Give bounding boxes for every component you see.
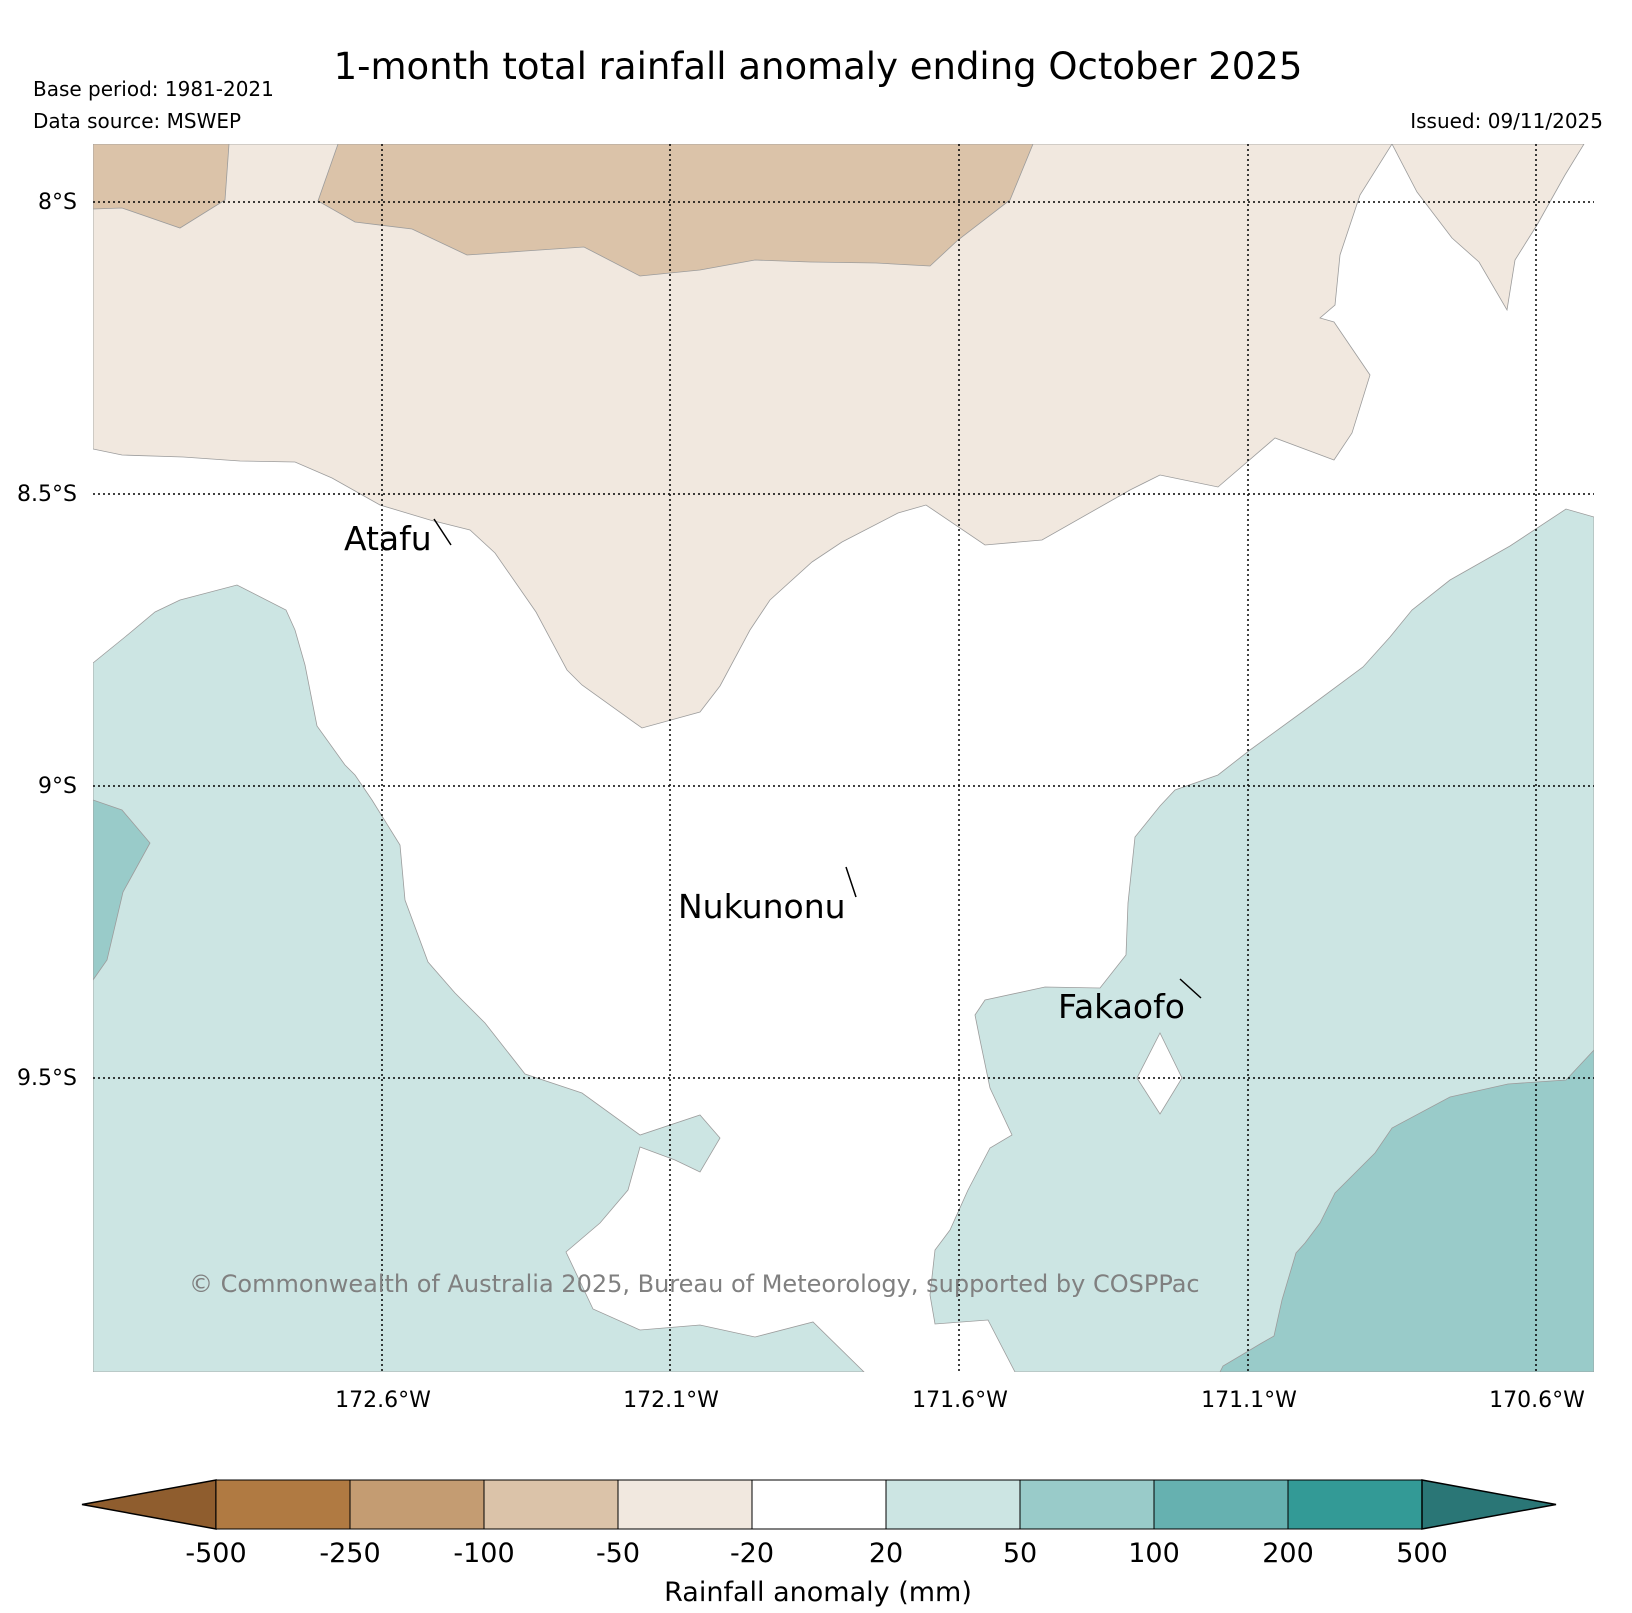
place-label-atafu: Atafu (344, 519, 432, 558)
anomaly-region-teal-dark-se (1219, 1049, 1594, 1372)
colorbar-tick-label: 200 (1262, 1538, 1314, 1569)
colorbar-tick-label: -100 (453, 1538, 514, 1569)
colorbar-box (617, 1479, 753, 1530)
colorbar-box (885, 1479, 1021, 1530)
map-gridlines (93, 144, 1594, 1372)
nukunonu-atoll-mark (845, 866, 857, 898)
colorbar-tick-label: -50 (596, 1538, 640, 1569)
anomaly-region-teal-light-west (93, 584, 865, 1372)
data-source: Data source: MSWEP (33, 109, 241, 133)
place-label-fakaofo: Fakaofo (1058, 987, 1185, 1026)
lon-label-172-1w: 172.1°W (623, 1388, 719, 1413)
colorbar-box (215, 1479, 351, 1530)
colorbar-tick-label: 500 (1396, 1538, 1448, 1569)
lat-label-8s: 8°S (38, 190, 77, 215)
base-period: Base period: 1981-2021 (33, 77, 274, 101)
lat-label-9s: 9°S (38, 774, 77, 799)
colorbar-label: Rainfall anomaly (mm) (664, 1577, 972, 1608)
anomaly-region-white-hole (1136, 1032, 1183, 1115)
anomaly-region-tan-light (93, 144, 1393, 729)
issued-date: Issued: 09/11/2025 (1410, 109, 1603, 133)
lat-label-8-5s: 8.5°S (17, 482, 77, 507)
colorbar-box (349, 1479, 485, 1530)
colorbar-extend-low (81, 1479, 217, 1530)
fakaofo-atoll-mark (1179, 978, 1202, 999)
colorbar-tick-label: 50 (1003, 1538, 1037, 1569)
colorbar-box (483, 1479, 619, 1530)
copyright-credit: © Commonwealth of Australia 2025, Bureau… (189, 1270, 1200, 1298)
colorbar-tick-label: 100 (1128, 1538, 1180, 1569)
colorbar: -500 -250 -100 -50 -20 20 50 100 200 500 (81, 1479, 1557, 1569)
colorbar-extend-high (1421, 1479, 1557, 1530)
colorbar-box (1287, 1479, 1423, 1530)
anomaly-region-teal-dark-west (93, 799, 151, 981)
colorbar-box (1019, 1479, 1155, 1530)
colorbar-tick-label: -250 (319, 1538, 380, 1569)
figure-title: 1-month total rainfall anomaly ending Oc… (334, 45, 1303, 88)
colorbar-tick-label: 20 (869, 1538, 903, 1569)
lon-label-172-6w: 172.6°W (335, 1388, 431, 1413)
map-panel: Atafu Nukunonu Fakaofo © Commonwealth of… (93, 144, 1594, 1372)
lon-label-171-6w: 171.6°W (912, 1388, 1008, 1413)
anomaly-region-tan-dark-north (317, 144, 1034, 277)
place-label-nukunonu: Nukunonu (678, 887, 846, 926)
colorbar-box (751, 1479, 887, 1530)
lon-label-170-6w: 170.6°W (1489, 1388, 1585, 1413)
colorbar-tick-label: -500 (185, 1538, 246, 1569)
lon-label-171-1w: 171.1°W (1201, 1388, 1297, 1413)
colorbar-tick-label: -20 (730, 1538, 774, 1569)
atafu-atoll-mark (433, 518, 452, 546)
colorbar-box (1153, 1479, 1289, 1530)
lat-label-9-5s: 9.5°S (17, 1066, 77, 1091)
anomaly-region-tan-dark-nw (93, 144, 230, 229)
